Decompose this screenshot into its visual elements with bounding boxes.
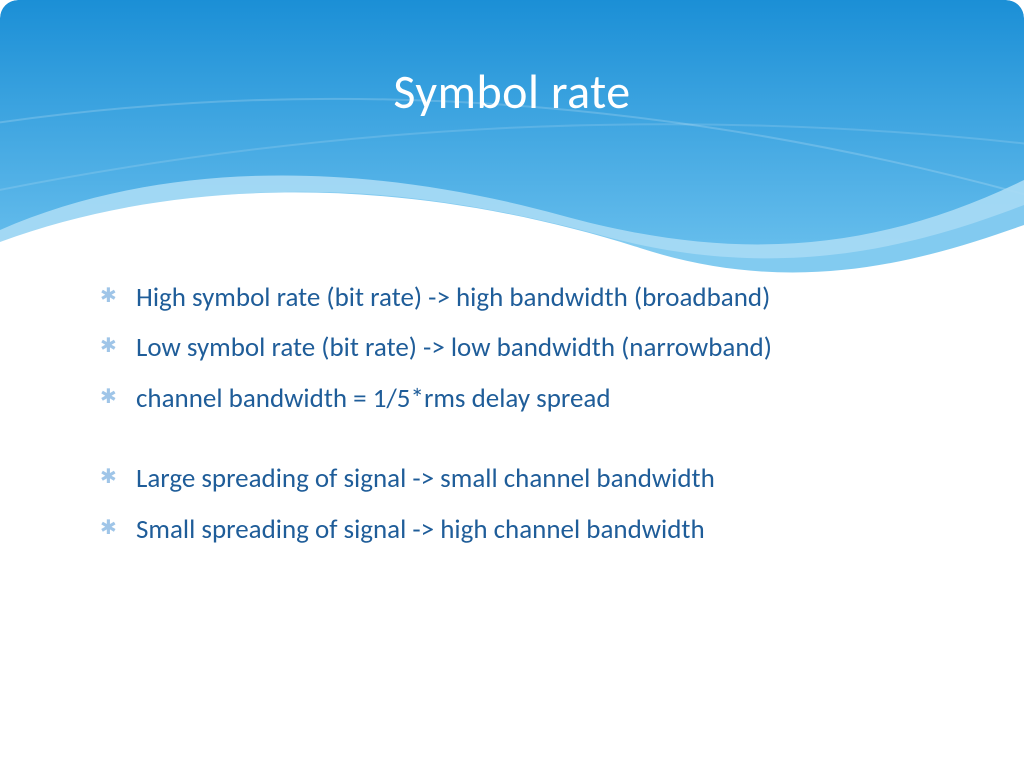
bullet-item: ✱ Low symbol rate (bit rate) -> low bandw… — [100, 330, 964, 366]
bullet-text: High symbol rate (bit rate) -> high band… — [136, 281, 770, 314]
bullet-text: Small spreading of signal -> high channe… — [136, 513, 705, 546]
slide: Symbol rate ✱ High symbol rate (bit rate)… — [0, 0, 1024, 768]
bullet-item: ✱ Small spreading of signal -> high chann… — [100, 512, 964, 548]
header-wave-graphic — [0, 0, 1024, 280]
bullet-item: ✱ High symbol rate (bit rate) -> high ban… — [100, 280, 964, 316]
bullet-spacer — [100, 431, 964, 461]
slide-title: Symbol rate — [0, 62, 1024, 121]
bullet-item: ✱ Large spreading of signal -> small chan… — [100, 461, 964, 497]
bullet-list: ✱ High symbol rate (bit rate) -> high ban… — [100, 280, 964, 548]
asterisk-bullet-icon: ✱ — [100, 286, 117, 306]
slide-body: ✱ High symbol rate (bit rate) -> high ban… — [100, 280, 964, 562]
asterisk-bullet-icon: ✱ — [100, 336, 117, 356]
asterisk-bullet-icon: ✱ — [100, 467, 117, 487]
bullet-text: Large spreading of signal -> small chann… — [136, 462, 715, 495]
asterisk-bullet-icon: ✱ — [100, 518, 117, 538]
bullet-text: channel bandwidth = 1/5*rms delay spread — [136, 382, 611, 415]
asterisk-bullet-icon: ✱ — [100, 387, 117, 407]
slide-header: Symbol rate — [0, 0, 1024, 280]
bullet-item: ✱ channel bandwidth = 1/5*rms delay sprea… — [100, 381, 964, 417]
bullet-text: Low symbol rate (bit rate) -> low bandwi… — [136, 331, 772, 364]
